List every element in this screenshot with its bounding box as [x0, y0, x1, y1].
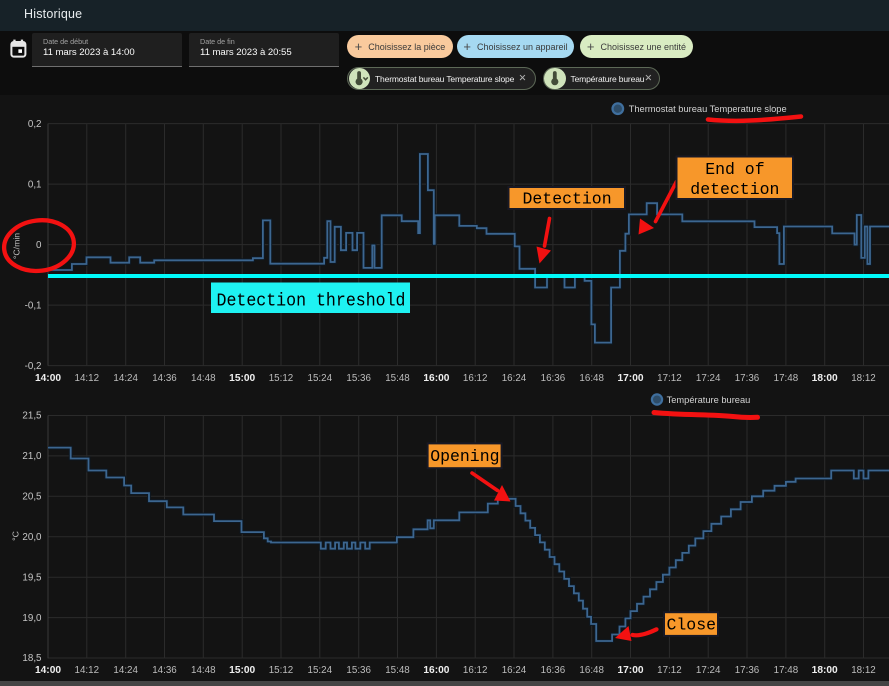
svg-text:15:12: 15:12	[269, 665, 294, 676]
svg-text:17:36: 17:36	[735, 373, 760, 384]
svg-text:Detection threshold: Detection threshold	[217, 290, 406, 311]
svg-text:14:12: 14:12	[75, 665, 100, 676]
svg-text:15:24: 15:24	[308, 665, 333, 676]
svg-text:14:36: 14:36	[152, 373, 177, 384]
svg-text:0,1: 0,1	[28, 179, 42, 190]
svg-text:0: 0	[36, 240, 42, 251]
svg-text:14:48: 14:48	[191, 373, 216, 384]
svg-text:°C: °C	[11, 531, 21, 541]
svg-text:16:36: 16:36	[541, 373, 566, 384]
svg-text:15:00: 15:00	[229, 665, 255, 676]
svg-text:15:24: 15:24	[308, 373, 333, 384]
svg-text:Température bureau: Température bureau	[667, 395, 751, 405]
svg-text:18:12: 18:12	[851, 373, 876, 384]
svg-text:End of: End of	[705, 160, 764, 179]
svg-text:16:24: 16:24	[502, 373, 527, 384]
svg-text:14:00: 14:00	[35, 665, 61, 676]
svg-text:14:24: 14:24	[113, 373, 138, 384]
svg-text:16:00: 16:00	[423, 373, 449, 384]
svg-text:-0,2: -0,2	[25, 361, 42, 372]
svg-text:16:24: 16:24	[502, 665, 527, 676]
svg-text:14:48: 14:48	[191, 665, 216, 676]
svg-text:19,5: 19,5	[22, 572, 42, 583]
svg-text:0,2: 0,2	[28, 119, 42, 130]
svg-text:20,5: 20,5	[22, 492, 42, 503]
svg-text:16:48: 16:48	[579, 373, 604, 384]
svg-text:17:36: 17:36	[735, 665, 760, 676]
svg-text:15:48: 15:48	[385, 665, 410, 676]
svg-text:16:36: 16:36	[541, 665, 566, 676]
svg-text:14:00: 14:00	[35, 373, 61, 384]
svg-text:°C/min: °C/min	[12, 233, 22, 259]
svg-text:detection: detection	[690, 180, 779, 199]
svg-text:18:00: 18:00	[812, 373, 838, 384]
svg-text:17:24: 17:24	[696, 373, 721, 384]
svg-text:-0,1: -0,1	[25, 300, 42, 311]
svg-text:17:24: 17:24	[696, 665, 721, 676]
svg-text:15:00: 15:00	[229, 373, 255, 384]
svg-text:17:00: 17:00	[617, 665, 643, 676]
svg-text:14:36: 14:36	[152, 665, 177, 676]
svg-text:14:12: 14:12	[75, 373, 100, 384]
svg-text:15:36: 15:36	[346, 665, 371, 676]
svg-text:16:48: 16:48	[579, 665, 604, 676]
svg-text:17:48: 17:48	[774, 373, 799, 384]
svg-text:Opening: Opening	[430, 447, 499, 466]
svg-text:21,0: 21,0	[22, 451, 42, 462]
svg-text:18,5: 18,5	[22, 653, 42, 664]
svg-text:17:12: 17:12	[657, 665, 682, 676]
svg-text:16:12: 16:12	[463, 373, 488, 384]
svg-text:20,0: 20,0	[22, 532, 42, 543]
svg-text:16:12: 16:12	[463, 665, 488, 676]
svg-text:18:12: 18:12	[851, 665, 876, 676]
svg-text:15:12: 15:12	[269, 373, 294, 384]
svg-text:Close: Close	[667, 616, 717, 635]
svg-text:18:00: 18:00	[812, 665, 838, 676]
svg-text:17:12: 17:12	[657, 373, 682, 384]
svg-text:17:00: 17:00	[617, 373, 643, 384]
svg-text:17:48: 17:48	[774, 665, 799, 676]
svg-text:14:24: 14:24	[113, 665, 138, 676]
svg-text:15:36: 15:36	[346, 373, 371, 384]
svg-text:Detection: Detection	[523, 190, 612, 209]
svg-text:19,0: 19,0	[22, 613, 42, 624]
svg-text:16:00: 16:00	[423, 665, 449, 676]
svg-text:Thermostat bureau Temperature: Thermostat bureau Temperature slope	[629, 104, 787, 114]
svg-text:15:48: 15:48	[385, 373, 410, 384]
svg-text:21,5: 21,5	[22, 411, 42, 422]
